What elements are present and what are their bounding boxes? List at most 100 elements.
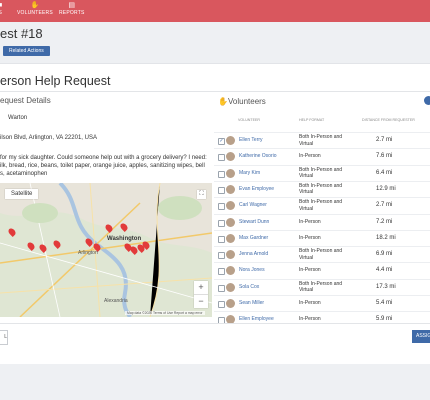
help-format: Both In-Person and Virtual — [299, 281, 342, 294]
table-row[interactable]: Carl Wagner Both In-Person and Virtual 2.7 … — [214, 197, 430, 214]
distance-value: 4.4 mi — [376, 267, 393, 274]
nav-item-volunteers[interactable]: ✋ VOLUNTEERS — [17, 2, 53, 16]
nav-item-label: S — [0, 10, 2, 16]
table-row[interactable]: Jenna Arnold Both In-Person and Virtual 6.9… — [214, 246, 430, 263]
request-text-line-2: ilk, bread, rice, beans, toilet paper, o… — [0, 163, 205, 169]
hand-icon: ✋ — [30, 2, 40, 9]
avatar — [226, 201, 235, 211]
volunteer-name-link[interactable]: Max Gardner — [239, 234, 269, 241]
table-row[interactable]: Sean Miller In-Person 5.4 mi — [214, 295, 430, 312]
distance-value: 6.4 mi — [376, 169, 393, 176]
volunteer-name-link[interactable]: Sola Cox — [239, 283, 260, 290]
help-format-line: Both In-Person and — [299, 182, 343, 189]
select-checkbox[interactable] — [218, 268, 225, 276]
help-format: In-Person — [299, 235, 321, 242]
volunteer-name-link[interactable]: Sean Miller — [239, 300, 265, 306]
avatar — [226, 282, 235, 292]
volunteer-name-link[interactable]: Evan Employee — [239, 185, 275, 192]
help-format-line: In-Person — [299, 267, 321, 274]
volunteer-name-link[interactable]: Carl Wagner — [239, 202, 267, 209]
avatar — [226, 315, 235, 325]
volunteers-heading: Volunteers — [228, 97, 266, 106]
select-checkbox[interactable]: ✓ — [218, 138, 225, 145]
column-header-volunteer: VOLUNTEER — [238, 118, 260, 122]
map-attribution: Map data ©2020 Terms of Use Report a map… — [125, 311, 205, 315]
avatar — [226, 217, 235, 227]
volunteer-name-link[interactable]: Ellen Employee — [239, 316, 274, 323]
help-format-line: In-Person — [299, 218, 321, 225]
fullscreen-icon[interactable]: ⛶ — [197, 190, 206, 199]
map-zoom-control: + − — [194, 281, 208, 308]
select-checkbox[interactable] — [218, 186, 225, 194]
nav-item-reports[interactable]: ▤ REPORTS — [59, 2, 84, 16]
nav-item-requests[interactable]: ■ S — [0, 2, 2, 16]
help-format-line: Virtual — [299, 189, 314, 196]
help-format-line: In-Person — [299, 300, 321, 306]
info-icon[interactable] — [424, 96, 430, 105]
select-checkbox[interactable] — [218, 203, 225, 211]
requester-name: Warton — [8, 115, 28, 121]
select-checkbox[interactable] — [218, 252, 225, 260]
table-row[interactable]: Katherine Osorio In-Person 7.6 mi — [214, 148, 430, 165]
help-format: Both In-Person and Virtual — [299, 134, 342, 147]
avatar — [226, 184, 235, 194]
help-format-line: Virtual — [299, 287, 314, 294]
related-actions-button[interactable]: Related Actions — [3, 46, 50, 56]
cancel-button[interactable]: L — [0, 330, 8, 345]
help-format-line: Virtual — [299, 140, 314, 147]
map-label-washington: Washington — [107, 236, 142, 242]
column-header-distance: DISTANCE FROM REQUESTER — [362, 118, 415, 122]
volunteer-name-link[interactable]: Katherine Osorio — [239, 153, 277, 160]
volunteer-name-link[interactable]: Ellen Terry — [239, 137, 263, 143]
help-format-line: In-Person — [299, 316, 321, 323]
request-text-line-1: for my sick daughter. Could someone help… — [0, 155, 207, 161]
volunteer-name-link[interactable]: Jenna Arnold — [239, 251, 269, 258]
distance-value: 7.2 mi — [376, 218, 393, 225]
help-format-line: In-Person — [299, 234, 321, 241]
select-checkbox[interactable] — [218, 284, 225, 292]
select-checkbox[interactable] — [218, 154, 225, 162]
map-view[interactable]: Washington Arlington Alexandria — [0, 183, 212, 317]
volunteer-name-link[interactable]: Nora Jones — [239, 267, 265, 274]
table-row[interactable]: Nora Jones In-Person 4.4 mi — [214, 262, 430, 279]
avatar — [226, 299, 235, 308]
select-checkbox[interactable] — [218, 170, 225, 178]
select-checkbox[interactable] — [218, 301, 225, 308]
help-format-line: Virtual — [299, 205, 314, 212]
distance-value: 6.9 mi — [376, 251, 393, 258]
help-format: Both In-Person and Virtual — [299, 199, 342, 212]
nav-item-label: VOLUNTEERS — [17, 10, 53, 16]
distance-value: 5.9 mi — [376, 316, 393, 323]
distance-value: 5.4 mi — [376, 300, 393, 306]
table-row[interactable]: Evan Employee Both In-Person and Virtual 12… — [214, 180, 430, 198]
briefcase-icon: ■ — [0, 2, 3, 9]
select-checkbox[interactable] — [218, 235, 225, 243]
requester-address: ilson Blvd, Arlington, VA 22201, USA — [0, 135, 97, 141]
help-format: In-Person — [299, 153, 321, 160]
select-checkbox[interactable] — [218, 219, 225, 227]
table-row[interactable]: Max Gardner In-Person 18.2 mi — [214, 229, 430, 247]
zoom-in-button[interactable]: + — [194, 281, 208, 295]
assign-button[interactable]: ASSIG — [412, 330, 430, 343]
volunteer-name-link[interactable]: Stewart Dunn — [239, 218, 270, 225]
zoom-out-button[interactable]: − — [198, 296, 204, 306]
help-format: In-Person — [299, 267, 321, 274]
help-format-line: Both In-Person and — [299, 248, 343, 255]
table-row[interactable]: Mary Kim Both In-Person and Virtual 6.4 mi — [214, 164, 430, 182]
column-header-help-format: HELP FORMAT — [299, 118, 325, 122]
satellite-toggle-button[interactable]: Satellite — [5, 189, 39, 199]
table-row[interactable]: ✓ Ellen Terry Both In-Person and Virtual 2.7… — [214, 132, 430, 149]
card-title: erson Help Request — [0, 74, 111, 88]
avatar — [226, 250, 235, 260]
divider — [0, 91, 430, 92]
avatar — [226, 233, 235, 243]
volunteer-name-link[interactable]: Mary Kim — [239, 169, 261, 176]
bar-chart-icon: ▤ — [68, 2, 76, 9]
distance-value: 2.7 mi — [376, 137, 393, 143]
card-footer — [0, 323, 430, 352]
table-row[interactable]: Stewart Dunn In-Person 7.2 mi — [214, 213, 430, 231]
help-format-line: In-Person — [299, 153, 321, 160]
table-row[interactable]: Sola Cox Both In-Person and Virtual 17.3 mi — [214, 278, 430, 296]
map-label-alexandria: Alexandria — [104, 298, 128, 304]
distance-value: 7.6 mi — [376, 153, 393, 160]
